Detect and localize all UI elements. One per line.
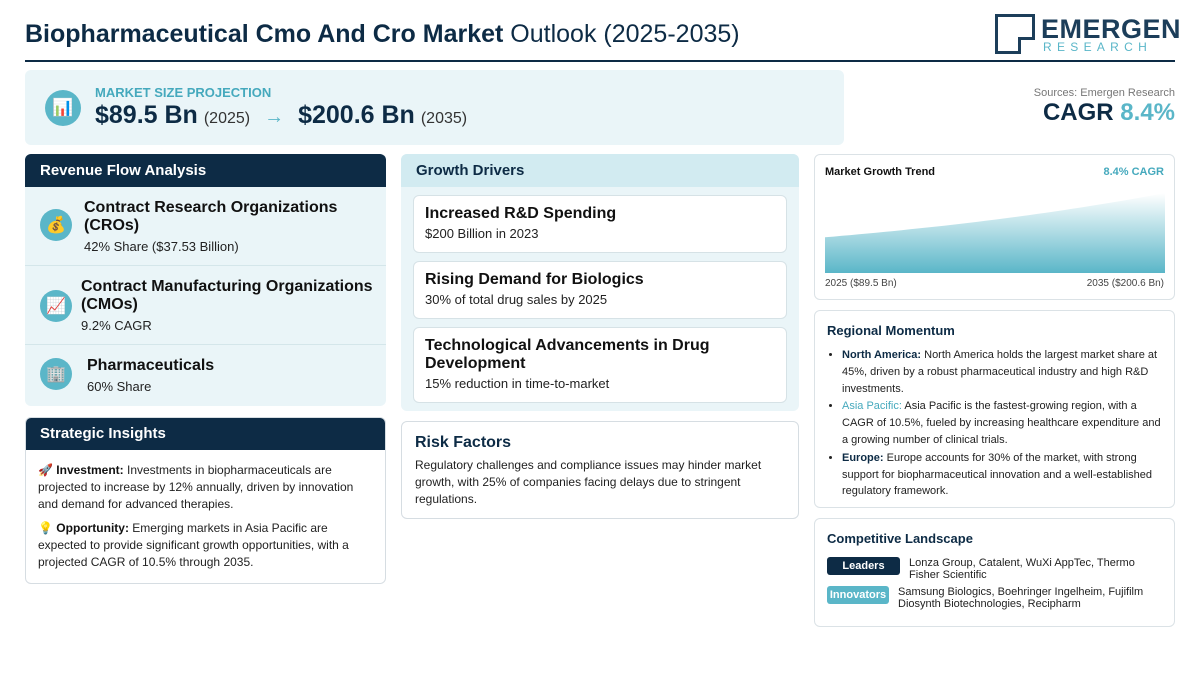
regional-momentum-heading: Regional Momentum	[827, 323, 955, 338]
rocket-icon: 🚀	[38, 463, 53, 477]
leaders-badge: Leaders	[827, 557, 900, 575]
logo-name: EMERGEN	[1041, 14, 1182, 44]
trend-start-label: 2025 ($89.5 Bn)	[825, 278, 897, 289]
chart-icon: 📊	[45, 90, 81, 126]
revenue-item-cmos: 📈 Contract Manufacturing Organizations (…	[25, 266, 386, 345]
strategic-insights-heading: Strategic Insights	[26, 418, 385, 450]
insight-text: Investments in biopharmaceuticals are pr…	[38, 463, 354, 511]
revenue-item-title: Contract Research Organizations (CROs)	[84, 199, 338, 234]
market-growth-trend-panel: Market Growth Trend 8.4% CAGR 2025 ($89.…	[814, 154, 1175, 300]
growth-drivers-panel: Growth Drivers Increased R&D Spending $2…	[401, 154, 799, 411]
cagr-value: 8.4%	[1120, 99, 1175, 126]
lightbulb-icon: 💡	[38, 521, 53, 535]
trend-end-label: 2035 ($200.6 Bn)	[1086, 278, 1164, 289]
money-bag-icon: 💰	[40, 209, 72, 241]
end-year: (2035)	[420, 110, 468, 127]
regional-list: North America: North America holds the l…	[827, 347, 1162, 500]
revenue-item-detail: 60% Share	[87, 379, 152, 394]
risk-factors-panel: Risk Factors Regulatory challenges and c…	[401, 421, 799, 519]
regional-momentum-panel: Regional Momentum North America: North A…	[814, 310, 1175, 508]
region-name: Europe:	[842, 451, 884, 464]
logo-subtitle: RESEARCH	[1043, 40, 1153, 54]
market-size-projection: 📊 MARKET SIZE PROJECTION $89.5 Bn (2025) →…	[25, 70, 844, 145]
page-title: Biopharmaceutical Cmo And Cro Market Out…	[25, 20, 740, 49]
competitor-row-innovators: Innovators Samsung Biologics, Boehringer…	[827, 586, 1163, 610]
driver-title: Rising Demand for Biologics	[425, 271, 644, 288]
insight-label: Opportunity:	[56, 521, 129, 535]
competitive-landscape-panel: Competitive Landscape Leaders Lonza Grou…	[814, 518, 1175, 627]
start-value: $89.5 Bn	[95, 101, 198, 129]
innovators-companies: Samsung Biologics, Boehringer Ingelheim,…	[898, 586, 1144, 610]
region-text: Asia Pacific is the fastest-growing regi…	[842, 400, 1161, 446]
competitor-row-leaders: Leaders Lonza Group, Catalent, WuXi AppT…	[827, 557, 1164, 581]
projection-label: MARKET SIZE PROJECTION	[95, 85, 272, 100]
driver-title: Increased R&D Spending	[425, 205, 617, 222]
region-name: North America:	[842, 349, 922, 361]
risk-factors-text: Regulatory challenges and compliance iss…	[415, 458, 762, 506]
region-item-asia-pacific: Asia Pacific: Asia Pacific is the fastes…	[842, 398, 1162, 448]
arrow-right-icon: →	[264, 106, 285, 128]
region-name: Asia Pacific:	[842, 400, 902, 413]
region-text: North America holds the largest market s…	[842, 349, 1158, 395]
driver-title: Technological Advancements in Drug Devel…	[425, 337, 710, 372]
revenue-item-title: Contract Manufacturing Organizations (CM…	[81, 278, 373, 313]
driver-detail: $200 Billion in 2023	[425, 226, 539, 241]
competitive-landscape-heading: Competitive Landscape	[827, 531, 973, 546]
start-year: (2025)	[203, 110, 251, 127]
revenue-flow-heading: Revenue Flow Analysis	[25, 154, 386, 187]
region-item-north-america: North America: North America holds the l…	[842, 347, 1162, 397]
page-title-rest: Outlook (2025-2035)	[510, 20, 740, 48]
revenue-item-pharmaceuticals: 🏢 Pharmaceuticals 60% Share	[25, 345, 386, 406]
insight-investment: 🚀 Investment: Investments in biopharmace…	[38, 462, 373, 513]
growth-trend-chart	[825, 193, 1165, 273]
sources-text: Sources: Emergen Research	[1033, 87, 1175, 99]
driver-detail: 15% reduction in time-to-market	[425, 376, 610, 391]
insight-text: Emerging markets in Asia Pacific are exp…	[38, 521, 349, 569]
projection-values: $89.5 Bn (2025) → $200.6 Bn (2035)	[95, 101, 467, 130]
page-title-bold: Biopharmaceutical Cmo And Cro Market	[25, 20, 504, 48]
growth-area-series	[825, 193, 1165, 273]
trend-chart-icon: 📈	[40, 290, 72, 322]
region-item-europe: Europe: Europe accounts for 30% of the m…	[842, 450, 1162, 500]
insight-label: Investment:	[56, 463, 124, 477]
emergen-logo: EMERGEN RESEARCH	[995, 14, 1181, 56]
leaders-companies: Lonza Group, Catalent, WuXi AppTec, Ther…	[909, 557, 1135, 581]
driver-card: Rising Demand for Biologics 30% of total…	[413, 261, 787, 319]
driver-card: Technological Advancements in Drug Devel…	[413, 327, 787, 403]
revenue-item-detail: 42% Share ($37.53 Billion)	[84, 239, 239, 254]
region-text: Europe accounts for 30% of the market, w…	[842, 451, 1153, 498]
logo-mark-icon	[995, 14, 1035, 54]
revenue-item-title: Pharmaceuticals	[87, 357, 215, 374]
strategic-insights-panel: Strategic Insights 🚀 Investment: Investm…	[25, 417, 386, 584]
cagr-summary: CAGR 8.4%	[1043, 99, 1175, 127]
building-icon: 🏢	[40, 358, 72, 390]
innovators-badge: Innovators	[827, 586, 889, 604]
cagr-label: CAGR	[1042, 99, 1114, 126]
revenue-flow-panel: Revenue Flow Analysis 💰 Contract Researc…	[25, 154, 386, 406]
growth-drivers-heading: Growth Drivers	[401, 154, 799, 187]
end-value: $200.6 Bn	[298, 101, 415, 129]
insight-opportunity: 💡 Opportunity: Emerging markets in Asia …	[38, 520, 373, 571]
risk-factors-heading: Risk Factors	[415, 434, 512, 451]
trend-heading: Market Growth Trend	[825, 166, 936, 178]
revenue-item-cros: 💰 Contract Research Organizations (CROs)…	[25, 187, 386, 266]
page-header: Biopharmaceutical Cmo And Cro Market Out…	[25, 14, 1181, 62]
driver-detail: 30% of total drug sales by 2025	[425, 292, 608, 307]
driver-card: Increased R&D Spending $200 Billion in 2…	[413, 195, 787, 253]
trend-cagr: 8.4% CAGR	[1103, 166, 1164, 178]
revenue-item-detail: 9.2% CAGR	[81, 318, 152, 333]
